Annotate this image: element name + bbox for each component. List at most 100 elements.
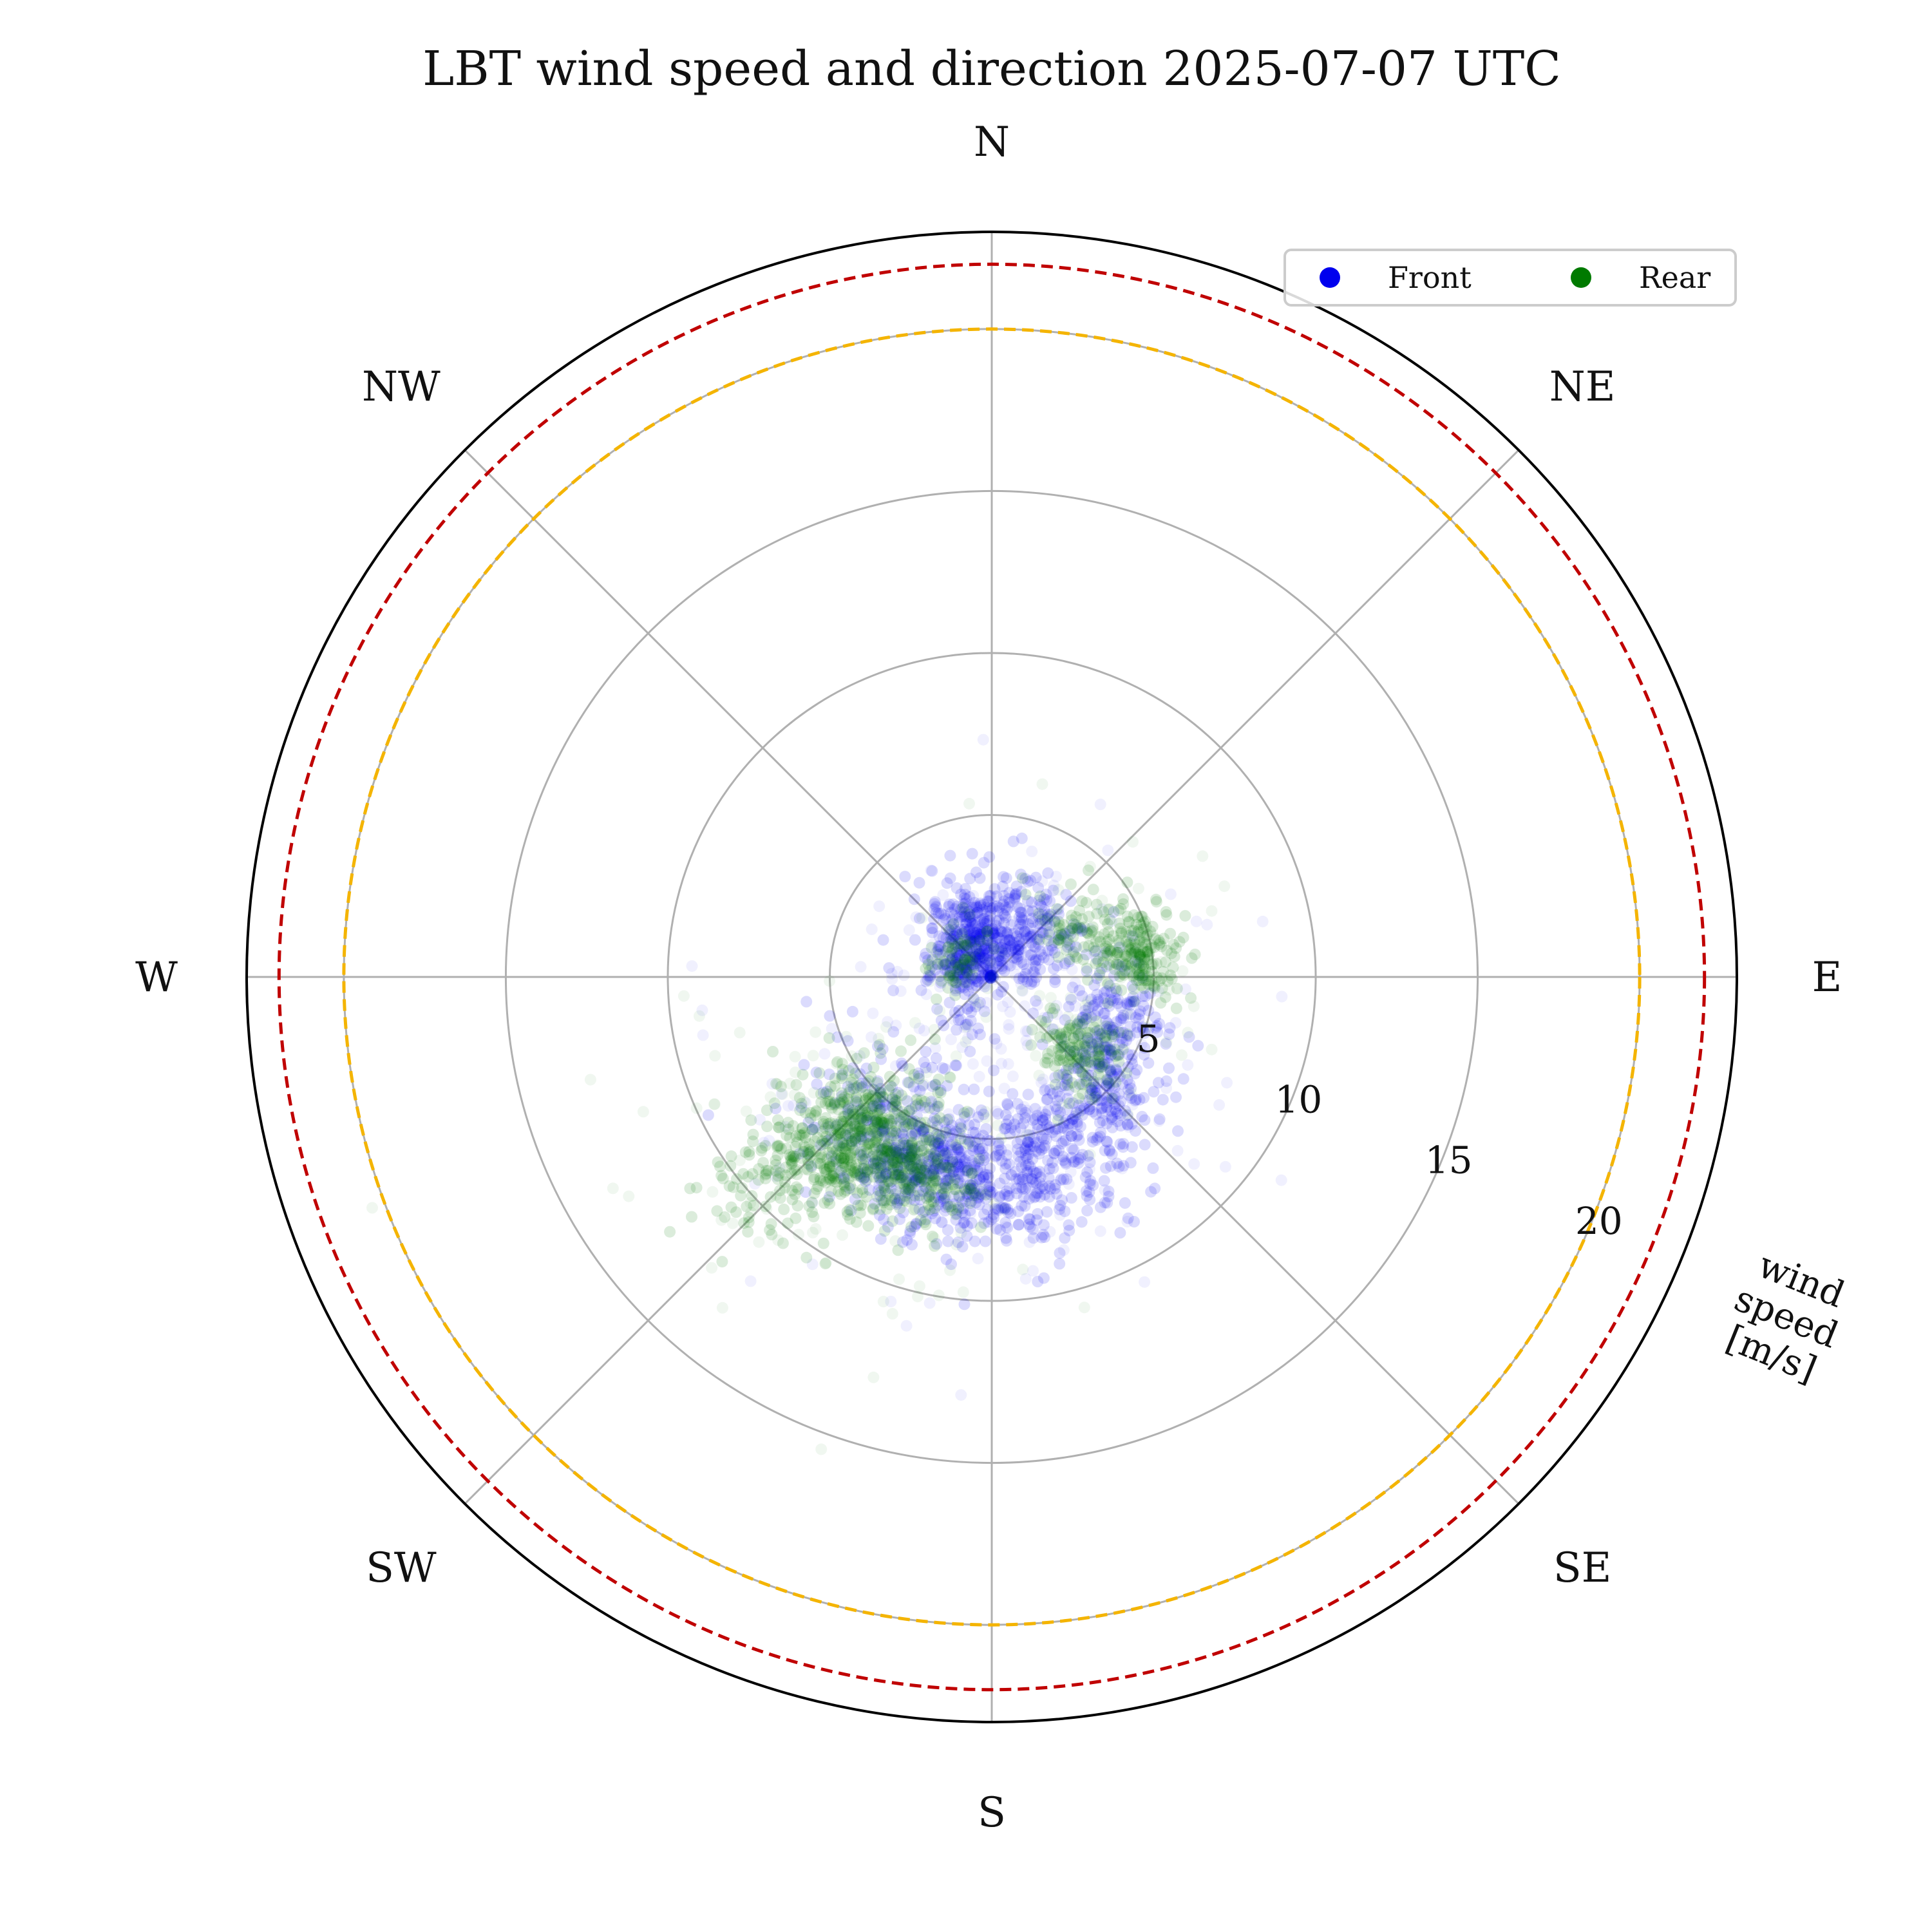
point-rear bbox=[1128, 983, 1140, 995]
point-front bbox=[920, 989, 933, 1000]
point-front bbox=[943, 1113, 955, 1125]
point-rear bbox=[867, 1371, 880, 1383]
point-front bbox=[886, 1175, 898, 1188]
spoke-se bbox=[990, 976, 1520, 1505]
point-front bbox=[1040, 933, 1052, 945]
point-front bbox=[930, 1146, 942, 1158]
point-front bbox=[971, 945, 983, 958]
point-rear bbox=[1166, 973, 1178, 985]
point-rear bbox=[933, 1101, 945, 1113]
point-front bbox=[1108, 1093, 1120, 1105]
point-rear bbox=[815, 1443, 828, 1455]
point-front bbox=[945, 1034, 957, 1045]
point-front bbox=[1032, 1187, 1044, 1199]
point-front bbox=[970, 1197, 982, 1209]
point-front bbox=[974, 899, 987, 911]
point-rear bbox=[974, 1153, 985, 1165]
point-rear bbox=[908, 1072, 920, 1084]
point-front bbox=[1039, 1140, 1051, 1152]
point-front bbox=[1107, 1024, 1119, 1036]
point-rear bbox=[777, 1237, 789, 1249]
point-rear bbox=[764, 1191, 777, 1203]
point-front bbox=[1032, 938, 1045, 950]
point-front bbox=[1040, 888, 1052, 900]
point-front bbox=[877, 1195, 889, 1207]
point-front bbox=[1034, 1171, 1046, 1183]
point-front bbox=[1099, 1184, 1111, 1196]
point-front bbox=[1073, 1018, 1085, 1030]
point-rear bbox=[906, 1117, 918, 1130]
point-front bbox=[1113, 959, 1125, 971]
point-front bbox=[978, 949, 990, 961]
point-front bbox=[990, 1037, 1003, 1050]
point-front bbox=[1036, 1180, 1048, 1193]
point-front bbox=[1090, 1090, 1103, 1103]
point-front bbox=[1030, 1145, 1042, 1157]
point-front bbox=[943, 1160, 956, 1172]
point-front bbox=[1013, 1218, 1025, 1231]
point-front bbox=[938, 1158, 951, 1170]
point-front bbox=[763, 1135, 775, 1147]
point-front bbox=[1112, 994, 1124, 1006]
point-front bbox=[1142, 1023, 1155, 1035]
point-front bbox=[1124, 999, 1136, 1011]
point-front bbox=[1042, 1104, 1054, 1116]
point-front bbox=[1122, 1061, 1134, 1073]
point-front bbox=[1011, 901, 1023, 913]
point-front bbox=[1015, 1146, 1027, 1159]
point-front bbox=[1001, 1185, 1013, 1197]
point-front bbox=[902, 1187, 914, 1199]
point-front bbox=[952, 1142, 963, 1154]
point-front bbox=[1026, 975, 1038, 987]
point-rear bbox=[957, 902, 969, 914]
point-front bbox=[946, 1136, 958, 1148]
point-rear bbox=[1185, 992, 1197, 1004]
point-front bbox=[886, 1115, 898, 1127]
point-front bbox=[986, 969, 998, 981]
point-front bbox=[1101, 1027, 1112, 1039]
point-front bbox=[892, 1153, 904, 1164]
point-front bbox=[929, 1213, 942, 1224]
point-rear bbox=[1052, 884, 1065, 896]
point-front bbox=[1038, 1142, 1050, 1154]
point-front bbox=[1072, 1062, 1084, 1074]
point-front bbox=[1139, 990, 1151, 1002]
point-front bbox=[1115, 1012, 1127, 1024]
point-front bbox=[1103, 1043, 1115, 1056]
direction-label-nw: NW bbox=[362, 363, 440, 411]
point-front bbox=[1182, 1059, 1194, 1071]
point-front bbox=[985, 969, 997, 981]
point-front bbox=[1009, 1118, 1021, 1130]
point-front bbox=[929, 1157, 942, 1170]
point-front bbox=[1067, 1113, 1079, 1125]
point-front bbox=[1005, 1122, 1017, 1134]
point-front bbox=[1077, 1068, 1089, 1081]
point-front bbox=[909, 1194, 920, 1206]
point-front bbox=[904, 1168, 916, 1180]
point-front bbox=[875, 1103, 887, 1115]
point-front bbox=[967, 1126, 980, 1139]
point-front bbox=[1007, 1070, 1019, 1083]
point-front bbox=[854, 1168, 866, 1180]
point-front bbox=[1017, 1176, 1028, 1188]
point-front bbox=[1124, 1078, 1136, 1090]
point-front bbox=[894, 1213, 906, 1226]
point-rear bbox=[1168, 938, 1180, 951]
point-rear bbox=[942, 1113, 954, 1126]
point-front bbox=[880, 1167, 893, 1179]
point-rear bbox=[985, 956, 997, 968]
point-front bbox=[1003, 887, 1016, 899]
point-rear bbox=[908, 1204, 920, 1216]
point-rear bbox=[981, 982, 994, 994]
point-front bbox=[986, 1186, 998, 1198]
point-front bbox=[1054, 1258, 1066, 1270]
point-rear bbox=[807, 1123, 819, 1135]
point-front bbox=[904, 1184, 916, 1197]
point-front bbox=[1050, 1188, 1063, 1200]
point-front bbox=[929, 1112, 941, 1124]
point-front bbox=[1094, 967, 1106, 978]
point-front bbox=[993, 914, 1005, 926]
point-front bbox=[983, 914, 996, 927]
point-front bbox=[1000, 1232, 1012, 1244]
point-front bbox=[1117, 1138, 1130, 1150]
